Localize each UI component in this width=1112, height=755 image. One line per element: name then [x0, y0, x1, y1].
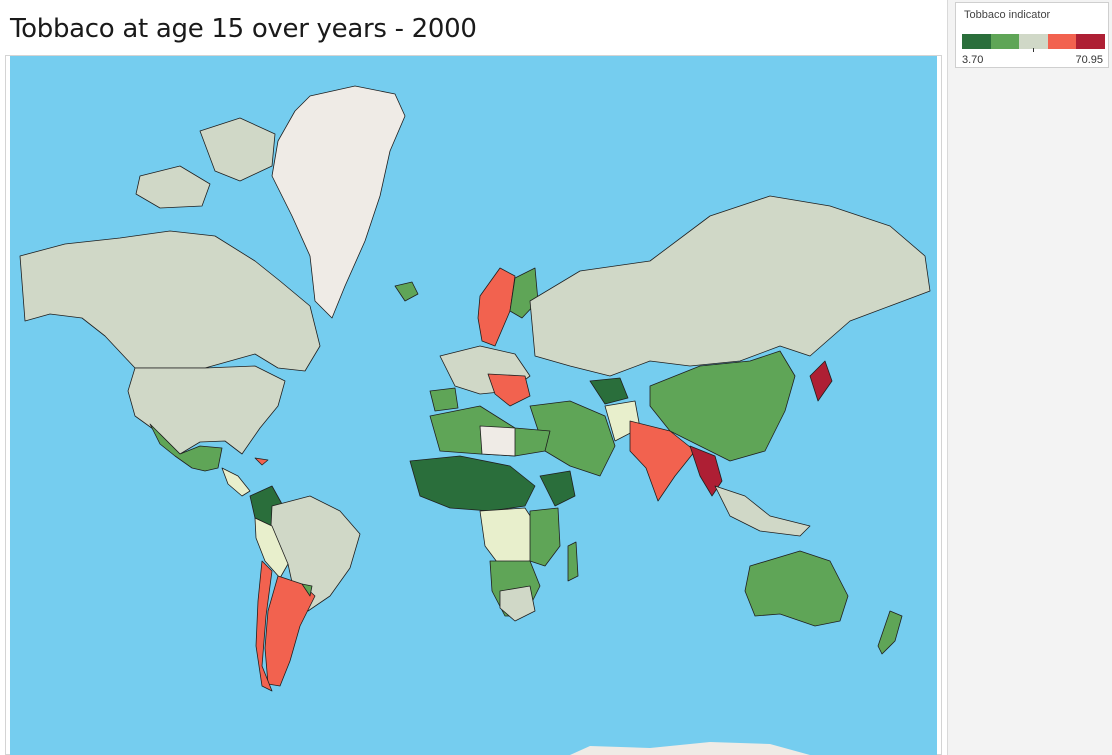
country-canada-islands	[199, 117, 276, 182]
country-australia	[744, 550, 849, 627]
country-central-asia	[589, 377, 629, 405]
country-china	[649, 350, 796, 462]
country-japan	[809, 360, 833, 402]
country-greenland	[271, 85, 406, 319]
country-east-africa	[529, 507, 561, 567]
country-canada	[19, 230, 321, 372]
legend-swatch	[962, 34, 991, 49]
country-balkans	[487, 373, 531, 407]
country-iceland	[394, 281, 419, 302]
country-spain	[429, 387, 459, 412]
map-title: Tobbaco at age 15 over years - 2000	[10, 14, 477, 44]
country-chile	[255, 560, 273, 692]
legend-min-label: 3.70	[962, 54, 984, 66]
legend-swatch	[1019, 34, 1048, 49]
country-new-zealand	[877, 610, 903, 655]
country-madagascar	[567, 541, 579, 582]
country-mexico	[149, 423, 223, 472]
country-sahel	[409, 455, 536, 512]
legend-color-ramp	[962, 34, 1105, 49]
legend-swatch	[990, 34, 1020, 49]
country-middle-east	[529, 400, 616, 477]
country-south-africa	[499, 585, 536, 622]
color-legend[interactable]: Tobbaco indicator 3.70 70.95	[955, 2, 1109, 68]
legend-max-label: 70.95	[1075, 54, 1103, 66]
country-india	[629, 420, 696, 502]
country-norway-sweden	[477, 267, 516, 347]
country-libya-nodata	[479, 425, 516, 457]
legend-swatch	[1047, 34, 1077, 49]
country-caribbean	[254, 457, 269, 466]
world-map[interactable]	[10, 56, 937, 755]
country-usa	[127, 365, 286, 455]
country-se-asia	[714, 485, 811, 537]
antarctica-edge	[570, 742, 810, 755]
legend-swatch	[1076, 34, 1105, 49]
country-uruguay	[301, 583, 313, 597]
side-panel	[947, 0, 1112, 755]
legend-title: Tobbaco indicator	[964, 9, 1051, 21]
legend-marker	[1033, 48, 1034, 52]
country-canada-islands-2	[135, 165, 211, 209]
country-russia	[529, 195, 931, 377]
country-ethiopia	[539, 470, 576, 507]
country-central-america	[221, 467, 251, 497]
